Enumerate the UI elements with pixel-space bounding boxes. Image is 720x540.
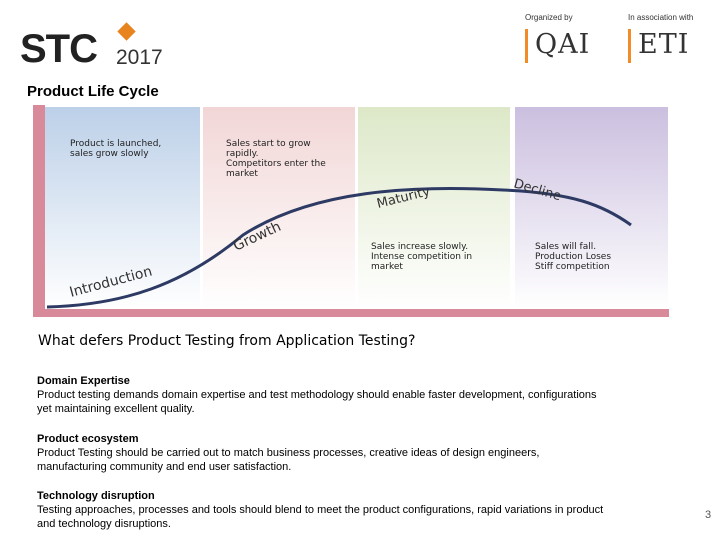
divider-bar [525,29,528,63]
section-heading: Product ecosystem [37,433,139,445]
page-number: 3 [705,509,712,521]
organizers: Organized by In association with QAI ETI [525,13,715,68]
section-product-ecosystem: Product ecosystem Product Testing should… [37,432,667,474]
section-body-line: and technology disruptions. [37,518,171,530]
slide-title: Product Life Cycle [27,83,159,100]
section-body-line: yet maintaining excellent quality. [37,403,195,415]
y-axis [33,105,45,317]
phase-decline-description: Sales will fall. Production Loses Stiff c… [535,242,612,272]
eti-logo: ETI [638,29,690,60]
stage-label-growth: Growth [231,219,284,255]
product-life-cycle-diagram: Product is launched, sales grow slowly Sa… [33,105,669,320]
section-body-line: Product Testing should be carried out to… [37,447,540,459]
logo-diamond-icon [117,22,136,41]
section-body-line: Product testing demands domain expertise… [37,389,597,401]
phase-introduction-panel: Product is launched, sales grow slowly [45,107,200,309]
logo-year: 2017 [116,46,163,69]
phase-decline-panel: Sales will fall. Production Loses Stiff c… [515,107,668,309]
section-body-line: manufacturing community and end user sat… [37,461,292,473]
phase-introduction-description: Product is launched, sales grow slowly [70,139,162,159]
question-heading: What defers Product Testing from Applica… [38,333,416,349]
stage-label-decline: Decline [512,176,563,204]
phase-growth-description: Sales start to grow rapidly. Competitors … [226,139,326,179]
section-domain-expertise: Domain Expertise Product testing demands… [37,374,667,416]
stage-label-introduction: Introduction [68,263,154,300]
qai-logo: QAI [535,29,591,60]
section-technology-disruption: Technology disruption Testing approaches… [37,489,667,531]
section-heading: Technology disruption [37,490,155,502]
x-axis [33,309,669,317]
association-label: In association with [628,13,694,22]
phase-maturity-panel: Sales increase slowly. Intense competitio… [358,107,510,309]
section-heading: Domain Expertise [37,375,130,387]
phase-maturity-description: Sales increase slowly. Intense competitio… [371,242,473,272]
stage-label-maturity: Maturity [375,184,432,212]
life-cycle-curve: Introduction Growth Maturity Decline [46,176,632,309]
section-body-line: Testing approaches, processes and tools … [37,504,604,516]
organized-by-label: Organized by [525,13,573,22]
phase-growth-panel: Sales start to grow rapidly. Competitors … [203,107,355,309]
divider-bar [628,29,631,63]
logo-text: STC [20,27,97,70]
stc-2017-logo: STC 2017 [20,22,163,70]
